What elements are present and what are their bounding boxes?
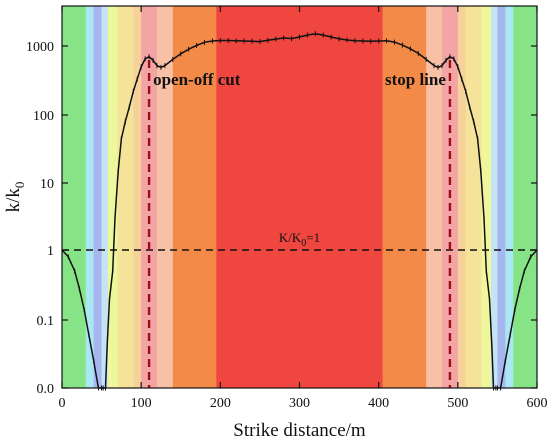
y-tick-label: 10 — [40, 177, 54, 192]
annotation-open-off-cut: open-off cut — [153, 70, 241, 89]
y-tick-label: 0.1 — [37, 314, 55, 329]
y-tick-label: 1 — [47, 244, 54, 259]
background-band — [172, 6, 217, 388]
background-band — [133, 6, 142, 388]
background-band — [101, 6, 109, 388]
annotation-stop-line: stop line — [385, 70, 446, 89]
reference-label-main: K/K — [279, 230, 302, 245]
x-tick-label: 100 — [131, 396, 152, 411]
series-layer — [61, 31, 538, 391]
annotation-lines — [147, 60, 452, 388]
background-band — [117, 6, 134, 388]
x-tick-label: 400 — [368, 396, 389, 411]
y-tick-label: 100 — [33, 109, 54, 124]
reference-label-subscript: 0 — [301, 238, 306, 249]
background-band — [157, 6, 174, 388]
background-band — [216, 6, 384, 388]
background-band — [497, 6, 506, 388]
y-tick-label: 1000 — [26, 40, 54, 55]
background-band — [481, 6, 492, 388]
background-band — [513, 6, 538, 388]
x-tick-label: 200 — [210, 396, 231, 411]
background-band — [62, 6, 87, 388]
x-axis-title: Strike distance/m — [233, 420, 366, 441]
background-band — [426, 6, 443, 388]
axis-ticks: 0 100 200 300 400 500 600 0.0 0.1 1 10 100 1000 — [26, 6, 548, 411]
background-band — [382, 6, 427, 388]
reference-label-suffix: =1 — [306, 230, 320, 245]
x-tick-label: 0 — [59, 396, 66, 411]
background-band — [505, 6, 514, 388]
background-band — [85, 6, 95, 388]
x-tick-label: 300 — [289, 396, 310, 411]
y-axis-title-subscript: 0 — [12, 182, 27, 189]
y-tick-label: 0.0 — [37, 382, 55, 397]
background-band — [107, 6, 118, 388]
y-axis-title-main: k/k — [3, 188, 24, 213]
background-band — [491, 6, 498, 388]
reference-line-label: K/K0=1 — [279, 230, 320, 249]
background-band — [93, 6, 103, 388]
background-band — [465, 6, 483, 388]
background-bands — [62, 6, 538, 388]
background-band — [457, 6, 467, 388]
x-tick-label: 500 — [447, 396, 468, 411]
y-axis-title: k/k0 — [3, 182, 27, 213]
x-tick-label: 600 — [527, 396, 548, 411]
